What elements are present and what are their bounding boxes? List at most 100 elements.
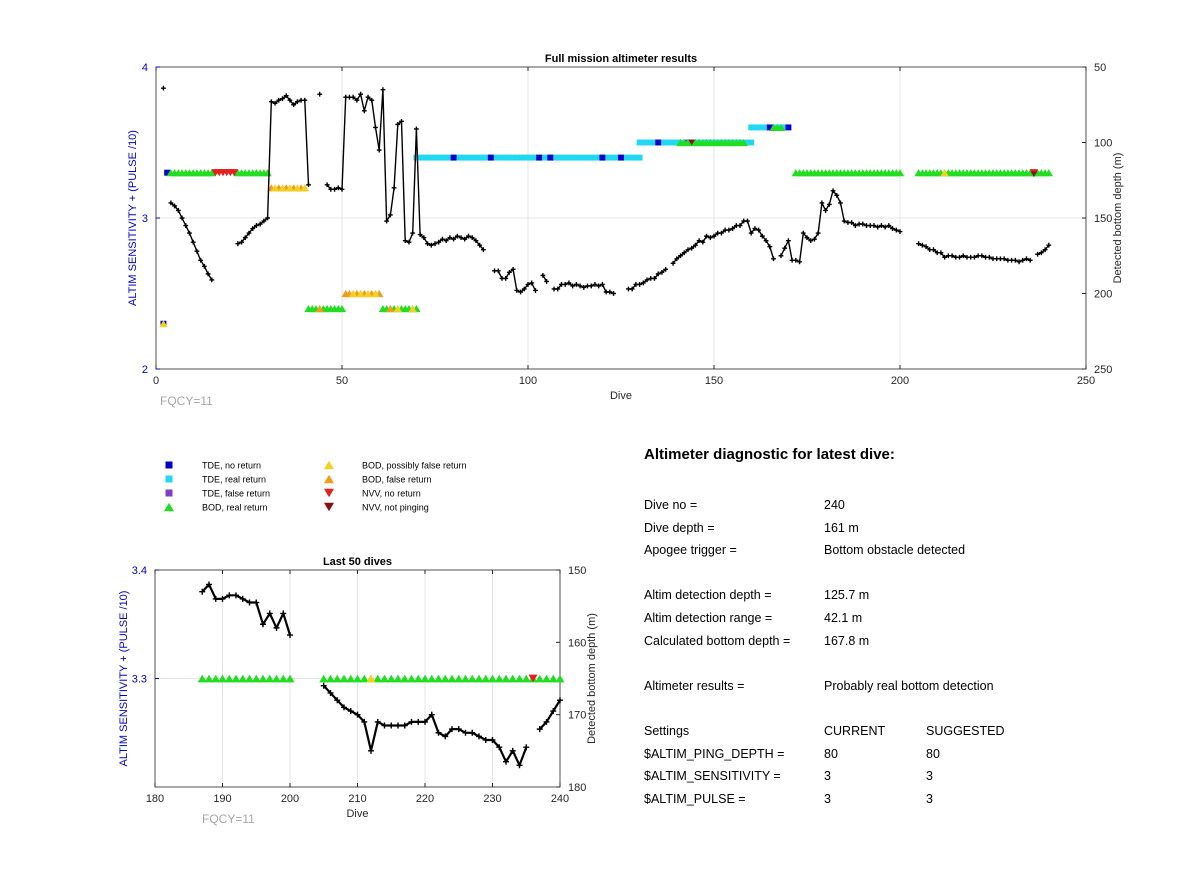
bottom-depth-point [521, 286, 527, 292]
bottom-depth-point [332, 186, 337, 192]
legend-label: BOD, false return [362, 475, 432, 485]
x-tick-label: 190 [213, 793, 231, 805]
tde-real-return-marker [517, 154, 524, 161]
bottom-depth-point [183, 223, 189, 228]
bod-real-return-marker [393, 674, 403, 683]
bottom-depth-point [410, 230, 416, 236]
dive-depth-label: Dive depth = [644, 520, 715, 535]
tde-real-return-marker [539, 154, 546, 161]
sensitivity-row: $ALTIM_SENSITIVITY = 3 3 [644, 765, 1164, 788]
tde-real-return-marker [584, 154, 591, 161]
legend-triangle-down-icon [324, 488, 334, 498]
bod-real-return-marker [488, 674, 497, 683]
bottom-depth-point [287, 632, 293, 639]
y-right-axis-label: Detected bottom depth (m) [1112, 153, 1124, 284]
tde-real-return-marker [606, 154, 613, 161]
legend-triangle-up-icon [324, 474, 334, 484]
bottom-depth-point [659, 269, 665, 275]
bod-real-return-marker [481, 674, 491, 683]
tde-real-return-marker [543, 154, 550, 161]
bottom-depth-point [368, 747, 374, 754]
bottom-depth-point [986, 254, 992, 260]
bottom-depth-point [700, 239, 706, 245]
bottom-depth-point [1012, 257, 1018, 263]
bottom-depth-point [681, 250, 687, 256]
bottom-depth-point [797, 259, 802, 265]
bottom-depth-point [510, 266, 516, 272]
tde-real-return-marker [577, 154, 584, 161]
x-axis-label: Dive [610, 390, 632, 402]
bottom-depth-point [489, 736, 496, 743]
bottom-depth-point [317, 91, 323, 97]
y-right-tick-label: 160 [568, 637, 586, 649]
sensitivity-label: $ALTIM_SENSITIVITY = [644, 769, 781, 784]
bottom-depth-point [406, 239, 412, 245]
bottom-depth-point [938, 250, 944, 256]
tde-real-return-marker [461, 154, 468, 161]
bottom-depth-point [272, 100, 278, 106]
legend-triangle-up-icon [324, 460, 334, 470]
bottom-depth-point [503, 276, 509, 281]
bottom-depth-point [726, 227, 732, 233]
bottom-depth-point [949, 253, 955, 259]
diagnostic-panel: Altimeter diagnostic for latest dive: Di… [644, 446, 1164, 810]
bottom-depth-point [436, 239, 442, 245]
bottom-depth-line [494, 267, 537, 293]
x-tick-label: 220 [416, 793, 434, 805]
bod-possibly-false-marker [300, 184, 309, 192]
tde-real-return-marker [629, 154, 636, 161]
bod-real-return-marker [197, 674, 207, 683]
bottom-depth-point [841, 218, 847, 224]
dive-depth-row: Dive depth = 161 m [644, 517, 1164, 540]
y-left-tick-label: 2 [142, 364, 148, 376]
bod-real-return-marker [467, 674, 477, 683]
bottom-depth-point [529, 280, 535, 286]
bottom-depth-point [704, 233, 709, 239]
bottom-depth-point [919, 242, 925, 248]
bod-real-return-marker [218, 674, 227, 683]
tde-real-return-marker [424, 154, 431, 161]
tde-real-return-marker [603, 154, 610, 161]
bottom-depth-point [629, 286, 635, 292]
tde-real-return-marker [469, 154, 476, 161]
bod-real-return-marker [420, 674, 430, 683]
bottom-depth-point [462, 729, 469, 736]
bottom-depth-point [199, 588, 206, 595]
legend-label: BOD, real return [202, 503, 268, 513]
bottom-depth-point [562, 282, 568, 287]
tde-real-return-marker [636, 154, 643, 161]
bottom-depth-point [555, 286, 561, 292]
bottom-depth-point [1038, 250, 1044, 256]
tde-real-return-marker [666, 139, 673, 146]
bottom-depth-point [566, 280, 572, 286]
bottom-depth-point [391, 185, 397, 191]
legend-label: NVV, not pinging [362, 503, 429, 513]
bod-real-return-marker [346, 674, 356, 683]
altim-detection-range-row: Altim detection range = 42.1 m [644, 607, 1164, 630]
bottom-depth-point [168, 200, 174, 206]
bottom-depth-point [194, 248, 200, 254]
bottom-depth-point [819, 200, 825, 206]
bod-real-return-marker [319, 674, 329, 683]
tde-real-return-marker [495, 154, 502, 161]
bottom-depth-point [1035, 251, 1041, 257]
bottom-depth-point [209, 277, 215, 283]
bottom-depth-line [538, 699, 561, 730]
tde-real-return-marker [763, 124, 770, 131]
bottom-depth-point [432, 241, 438, 247]
bottom-depth-point [875, 224, 881, 230]
tde-real-return-marker [595, 154, 602, 161]
tde-real-return-marker [651, 139, 658, 146]
bod-real-return-marker [501, 674, 511, 683]
bottom-depth-point [291, 102, 297, 108]
bod-possibly-false-marker [940, 169, 949, 177]
bottom-depth-point [1024, 256, 1029, 262]
bottom-depth-point [808, 238, 814, 244]
bottom-depth-point [380, 87, 386, 93]
bod-real-return-marker [326, 674, 335, 683]
bottom-depth-point [543, 718, 550, 725]
bod-real-return-marker [386, 674, 396, 683]
bottom-depth-point [435, 729, 442, 736]
x-tick-label: 210 [348, 793, 366, 805]
bod-real-return-marker [373, 674, 383, 683]
